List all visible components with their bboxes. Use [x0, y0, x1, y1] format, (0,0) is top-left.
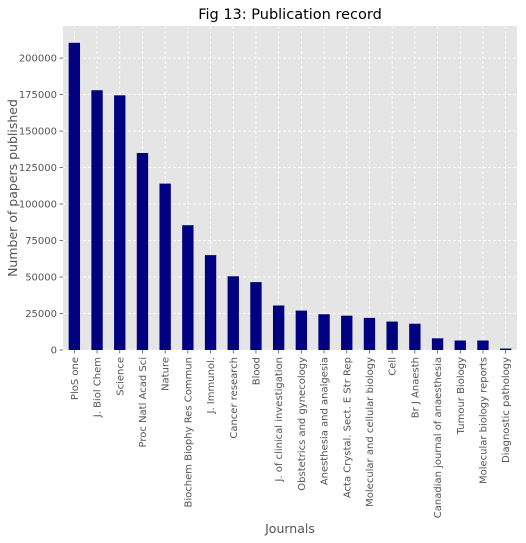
bar	[409, 323, 421, 350]
y-tick-label: 25000	[25, 309, 57, 320]
x-axis-label: Journals	[264, 521, 315, 536]
y-axis-ticks: 0 25000 50000 75000 100000 125000 150000 175000…	[19, 54, 63, 357]
y-tick-label: 175000	[19, 90, 57, 101]
x-tick-label: J. Biol Chem	[93, 357, 104, 418]
x-tick-label: J. of clinical investigation	[274, 357, 285, 483]
bar	[250, 282, 262, 350]
x-tick-label: Diagnostic pathology	[501, 357, 512, 463]
bar	[295, 310, 308, 350]
bar	[272, 305, 285, 350]
bar	[227, 276, 239, 350]
bar	[136, 152, 149, 350]
bar	[204, 255, 217, 350]
x-tick-label: Molecular and cellular biology	[365, 357, 376, 507]
x-tick-label: Cancer research	[229, 357, 240, 439]
bar	[431, 338, 444, 350]
bar	[386, 321, 398, 350]
x-tick-label: Anesthesia and analgesia	[320, 357, 331, 485]
bar	[363, 317, 376, 350]
bar	[182, 225, 194, 350]
bar	[68, 42, 81, 350]
x-tick-label: Cell	[388, 357, 399, 376]
bar	[159, 183, 171, 350]
bar	[114, 95, 126, 350]
y-tick-label: 0	[51, 346, 57, 357]
bar	[454, 340, 466, 350]
x-tick-label: Obstetrics and gynecology	[297, 357, 308, 491]
x-tick-label: J. Immunol.	[206, 357, 217, 415]
chart-title: Fig 13: Publication record	[198, 7, 382, 23]
bar	[91, 90, 103, 350]
x-tick-label: Acta Crystal. Sect. E Str Rep	[342, 357, 353, 498]
x-axis-ticks: PloS one J. Biol Chem Science Proc Natl Aca…	[70, 350, 512, 518]
y-tick-label: 100000	[19, 200, 57, 211]
bar	[499, 348, 512, 350]
x-tick-label: Proc Natl Acad Sci	[138, 357, 149, 447]
y-tick-label: 125000	[19, 163, 57, 174]
bar	[341, 315, 353, 350]
bars	[68, 42, 512, 350]
x-tick-label: Br J Anaesth	[410, 357, 421, 418]
x-tick-label: PloS one	[70, 357, 81, 400]
bar	[477, 340, 489, 350]
y-axis-label: Number of papers published	[5, 99, 20, 277]
bar	[318, 314, 330, 350]
x-tick-label: Tumour Biology	[456, 357, 467, 435]
x-tick-label: Nature	[161, 357, 172, 391]
x-tick-label: Canadian journal of anaesthesia	[433, 357, 444, 518]
plot-area	[63, 26, 517, 350]
x-tick-label: Science	[115, 357, 126, 396]
x-tick-label: Molecular biology reports	[478, 357, 489, 484]
y-tick-label: 200000	[19, 54, 57, 65]
x-tick-label: Biochem Biophy Res Commun	[183, 357, 194, 508]
y-tick-label: 75000	[25, 236, 57, 247]
y-tick-label: 150000	[19, 127, 57, 138]
x-tick-label: Blood	[251, 357, 262, 385]
y-tick-label: 50000	[25, 273, 57, 284]
